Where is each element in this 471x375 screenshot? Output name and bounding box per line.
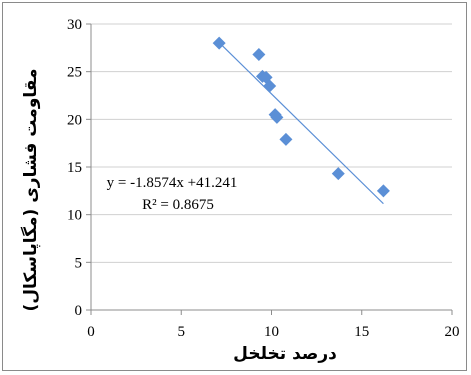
y-axis-title: مقاومت فشاری (مگاپاسکال) (20, 68, 41, 311)
x-tick-labels: 0 5 10 15 20 (87, 324, 459, 340)
y-tick-label-0: 0 (75, 303, 83, 319)
x-tick-label-2: 10 (264, 324, 279, 340)
data-points (212, 36, 390, 198)
r-squared-label: R² = 0.8675 (142, 197, 214, 213)
y-tick-labels: 0 5 10 15 20 25 30 (67, 17, 82, 319)
data-point-8 (331, 167, 345, 181)
x-tick-label-0: 0 (87, 324, 95, 340)
x-axis-title: درصد تخلخل (233, 344, 337, 364)
y-tick-label-6: 30 (67, 17, 82, 33)
data-point-6 (270, 110, 284, 124)
y-tick-label-2: 10 (67, 208, 82, 224)
data-point-9 (376, 184, 390, 198)
data-point-7 (279, 132, 293, 146)
x-tick-label-4: 20 (445, 324, 460, 340)
grid-lines (91, 23, 452, 263)
trendline-layer (218, 42, 384, 205)
x-tick-label-3: 15 (354, 324, 369, 340)
x-tick-label-1: 5 (178, 324, 186, 340)
data-point-0 (212, 36, 226, 50)
y-tick-label-4: 20 (67, 112, 82, 128)
y-tick-label-3: 15 (67, 160, 82, 176)
trendline (218, 42, 384, 205)
y-tick-label-1: 5 (75, 255, 83, 271)
y-tick-label-5: 25 (67, 65, 82, 81)
data-point-4 (263, 79, 277, 93)
axes (86, 23, 453, 315)
trendline-equation: y = -1.8574x +41.241 (107, 175, 238, 191)
data-point-1 (252, 48, 266, 62)
